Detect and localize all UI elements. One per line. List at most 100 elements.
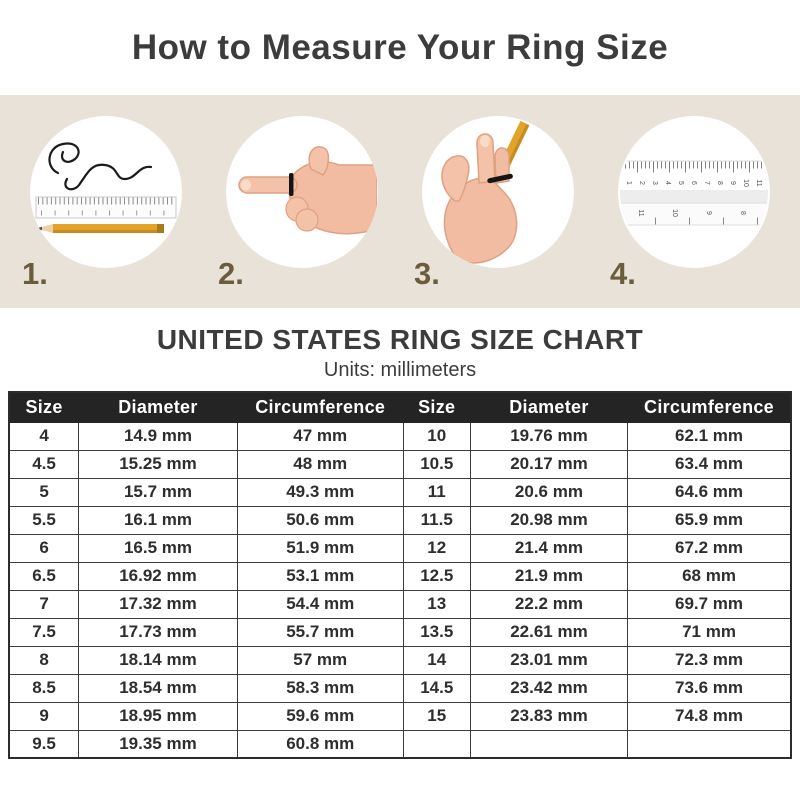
- table-cell: 7: [8, 589, 80, 619]
- table-cell: 22.61 mm: [469, 617, 629, 647]
- ruler-bottom-scale-numbers: 11 10 9 8: [637, 209, 746, 217]
- table-cell: 72.3 mm: [627, 645, 792, 675]
- table-cell: 20.98 mm: [469, 505, 629, 535]
- table-cell: 9: [8, 701, 80, 731]
- table-cell: 4: [8, 421, 80, 451]
- table-cell: 16.92 mm: [78, 561, 238, 591]
- svg-text:10: 10: [742, 179, 749, 187]
- table-cell: 54.4 mm: [236, 589, 404, 619]
- table-cell: 15: [402, 701, 471, 731]
- table-cell: 73.6 mm: [627, 673, 792, 703]
- table-row: 8.5 18.54 mm 58.3 mm 14.5 23.42 mm 73.6 mm: [8, 673, 792, 703]
- column-header: Circumference: [236, 391, 404, 423]
- table-cell: 8.5: [8, 673, 80, 703]
- table-row: 6 16.5 mm 51.9 mm 12 21.4 mm 67.2 mm: [8, 533, 792, 563]
- table-cell: 7.5: [8, 617, 80, 647]
- table-cell: 15.7 mm: [78, 477, 238, 507]
- table-cell: 57 mm: [236, 645, 404, 675]
- table-cell: [469, 729, 629, 759]
- table-cell: 51.9 mm: [236, 533, 404, 563]
- table-cell: 58.3 mm: [236, 673, 404, 703]
- table-cell: 11.5: [402, 505, 471, 535]
- svg-text:4: 4: [664, 181, 671, 185]
- step-1-circle: [30, 116, 182, 268]
- page-title: How to Measure Your Ring Size: [131, 27, 669, 67]
- table-cell: 14: [402, 645, 471, 675]
- ruler-closeup-icon: 1 2 3 4 5 6 7 8 9 10 11 11 10 9 8: [620, 160, 768, 226]
- table-cell: 63.4 mm: [627, 449, 792, 479]
- table-row: 7 17.32 mm 54.4 mm 13 22.2 mm 69.7 mm: [8, 589, 792, 619]
- table-cell: 14.5: [402, 673, 471, 703]
- table-cell: 62.1 mm: [627, 421, 792, 451]
- table-cell: 4.5: [8, 449, 80, 479]
- table-cell: [402, 729, 471, 759]
- table-row: 9 18.95 mm 59.6 mm 15 23.83 mm 74.8 mm: [8, 701, 792, 731]
- table-row: 5.5 16.1 mm 50.6 mm 11.5 20.98 mm 65.9 mm: [8, 505, 792, 535]
- svg-text:11: 11: [755, 179, 762, 186]
- svg-text:10: 10: [671, 209, 678, 217]
- table-cell: 16.1 mm: [78, 505, 238, 535]
- step-3-circle: [422, 116, 574, 268]
- svg-text:9: 9: [705, 211, 712, 215]
- table-cell: 67.2 mm: [627, 533, 792, 563]
- step-1: 1.: [8, 95, 204, 308]
- ruler-top-scale-numbers: 1 2 3 4 5 6 7 8 9 10 11: [625, 179, 762, 187]
- table-cell: 20.17 mm: [469, 449, 629, 479]
- table-cell: 13.5: [402, 617, 471, 647]
- table-cell: 13: [402, 589, 471, 619]
- column-header: Circumference: [627, 391, 792, 423]
- step-2: 2.: [204, 95, 400, 308]
- svg-text:1: 1: [625, 181, 632, 185]
- column-header: Size: [402, 391, 471, 423]
- table-cell: 48 mm: [236, 449, 404, 479]
- table-row: 4 14.9 mm 47 mm 10 19.76 mm 62.1 mm: [8, 421, 792, 451]
- table-cell: 23.01 mm: [469, 645, 629, 675]
- table-cell: 12.5: [402, 561, 471, 591]
- table-cell: 71 mm: [627, 617, 792, 647]
- chart-heading: UNITED STATES RING SIZE CHART: [156, 324, 644, 355]
- step-4-number: 4.: [610, 256, 636, 291]
- step-3-number: 3.: [414, 256, 440, 291]
- table-cell: 65.9 mm: [627, 505, 792, 535]
- column-header: Diameter: [78, 391, 238, 423]
- table-cell: 17.32 mm: [78, 589, 238, 619]
- table-row: 8 18.14 mm 57 mm 14 23.01 mm 72.3 mm: [8, 645, 792, 675]
- ring-size-table: Size Diameter Circumference Size Diameter Cir…: [8, 391, 792, 759]
- table-cell: 18.54 mm: [78, 673, 238, 703]
- table-cell: 5.5: [8, 505, 80, 535]
- table-cell: 19.76 mm: [469, 421, 629, 451]
- step-2-circle: [226, 116, 378, 268]
- table-cell: 19.35 mm: [78, 729, 238, 759]
- table-row: 9.5 19.35 mm 60.8 mm: [8, 729, 792, 759]
- table-cell: 9.5: [8, 729, 80, 759]
- steps-banner: 1. 2.: [0, 95, 800, 308]
- units-label: Units: millimeters: [323, 359, 477, 381]
- table-cell: 18.14 mm: [78, 645, 238, 675]
- table-cell: 53.1 mm: [236, 561, 404, 591]
- table-row: 6.5 16.92 mm 53.1 mm 12.5 21.9 mm 68 mm: [8, 561, 792, 591]
- table-cell: 60.8 mm: [236, 729, 404, 759]
- table-row: 5 15.7 mm 49.3 mm 11 20.6 mm 64.6 mm: [8, 477, 792, 507]
- svg-text:3: 3: [651, 181, 658, 185]
- table-cell: 23.42 mm: [469, 673, 629, 703]
- step-2-number: 2.: [218, 256, 244, 291]
- svg-text:2: 2: [638, 181, 645, 185]
- svg-text:6: 6: [690, 181, 697, 185]
- table-cell: 21.4 mm: [469, 533, 629, 563]
- hand-pointing-with-string-icon: [238, 146, 377, 235]
- table-cell: 10: [402, 421, 471, 451]
- table-cell: 55.7 mm: [236, 617, 404, 647]
- table-cell: 5: [8, 477, 80, 507]
- svg-text:7: 7: [703, 181, 710, 185]
- step-3: 3.: [400, 95, 596, 308]
- table-cell: 59.6 mm: [236, 701, 404, 731]
- table-cell: 8: [8, 645, 80, 675]
- svg-text:11: 11: [637, 209, 644, 216]
- svg-text:9: 9: [729, 181, 736, 185]
- table-cell: 11: [402, 477, 471, 507]
- table-cell: 21.9 mm: [469, 561, 629, 591]
- table-cell: 74.8 mm: [627, 701, 792, 731]
- table-row: 7.5 17.73 mm 55.7 mm 13.5 22.61 mm 71 mm: [8, 617, 792, 647]
- table-cell: 50.6 mm: [236, 505, 404, 535]
- hand-marking-string-with-pencil-icon: [441, 120, 530, 264]
